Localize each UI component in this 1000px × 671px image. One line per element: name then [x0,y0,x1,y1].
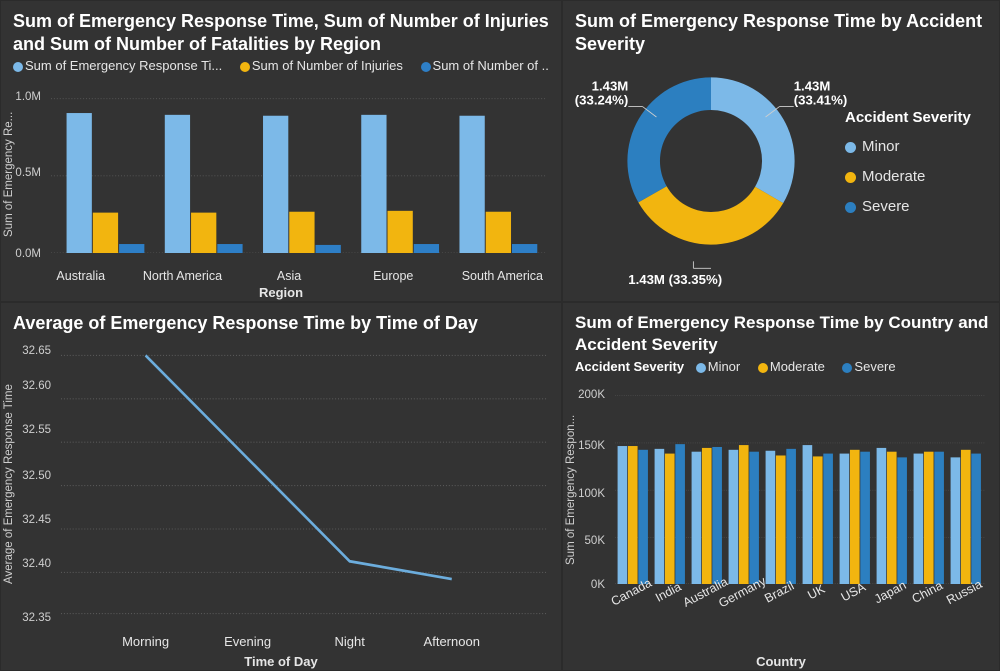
svg-text:1.43M: 1.43M [592,79,629,94]
svg-text:(33.24%): (33.24%) [575,93,629,108]
svg-text:1.43M (33.35%): 1.43M (33.35%) [628,272,722,287]
svg-text:(33.41%): (33.41%) [794,93,848,108]
svg-text:1.43M: 1.43M [794,79,831,94]
